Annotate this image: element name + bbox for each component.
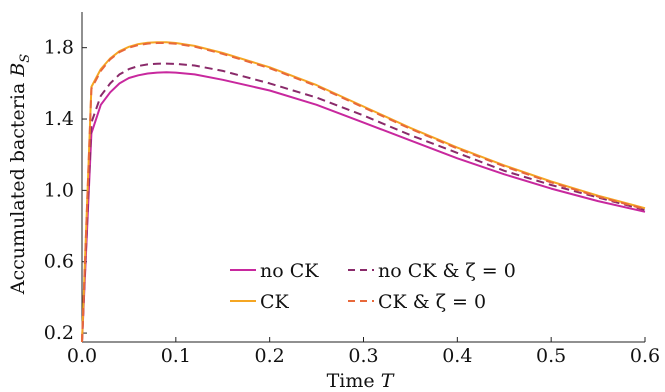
x-tick-label: 0.5 [536, 345, 566, 367]
y-axis-title: Accumulated bacteria BS [7, 54, 33, 296]
series-line-0 [81, 71, 646, 343]
series-line-3 [81, 42, 646, 343]
series-line-2 [81, 62, 646, 343]
x-tick-label: 0.1 [161, 345, 191, 367]
legend-label: CK [260, 291, 290, 313]
y-tick-label: 1.0 [44, 179, 74, 201]
series-line-1 [81, 41, 646, 343]
x-tick-label: 0.4 [442, 345, 472, 367]
axes [81, 12, 646, 343]
x-axis-title: Time T [327, 370, 395, 392]
y-tick-label: 1.8 [44, 37, 74, 59]
legend-label: CK & ζ = 0 [378, 291, 486, 313]
legend-label: no CK [260, 260, 319, 282]
y-tick-label: 0.2 [44, 322, 74, 344]
y-tick-label: 1.4 [44, 108, 74, 130]
legend: no CK no CK & ζ = 0 CK CK & ζ = 0 [230, 260, 516, 313]
legend-label: no CK & ζ = 0 [378, 260, 516, 282]
x-tick-label: 0.3 [348, 345, 378, 367]
series-layer [81, 41, 646, 343]
x-tick-label: 0.6 [630, 345, 660, 367]
tick-labels: 0.0 0.1 0.2 0.3 0.4 0.5 0.6 0.2 0.6 1.0 1.4 1.8 [44, 37, 660, 367]
y-tick-label: 0.6 [44, 251, 74, 273]
x-tick-label: 0.2 [255, 345, 285, 367]
x-tick-label: 0.0 [67, 345, 97, 367]
